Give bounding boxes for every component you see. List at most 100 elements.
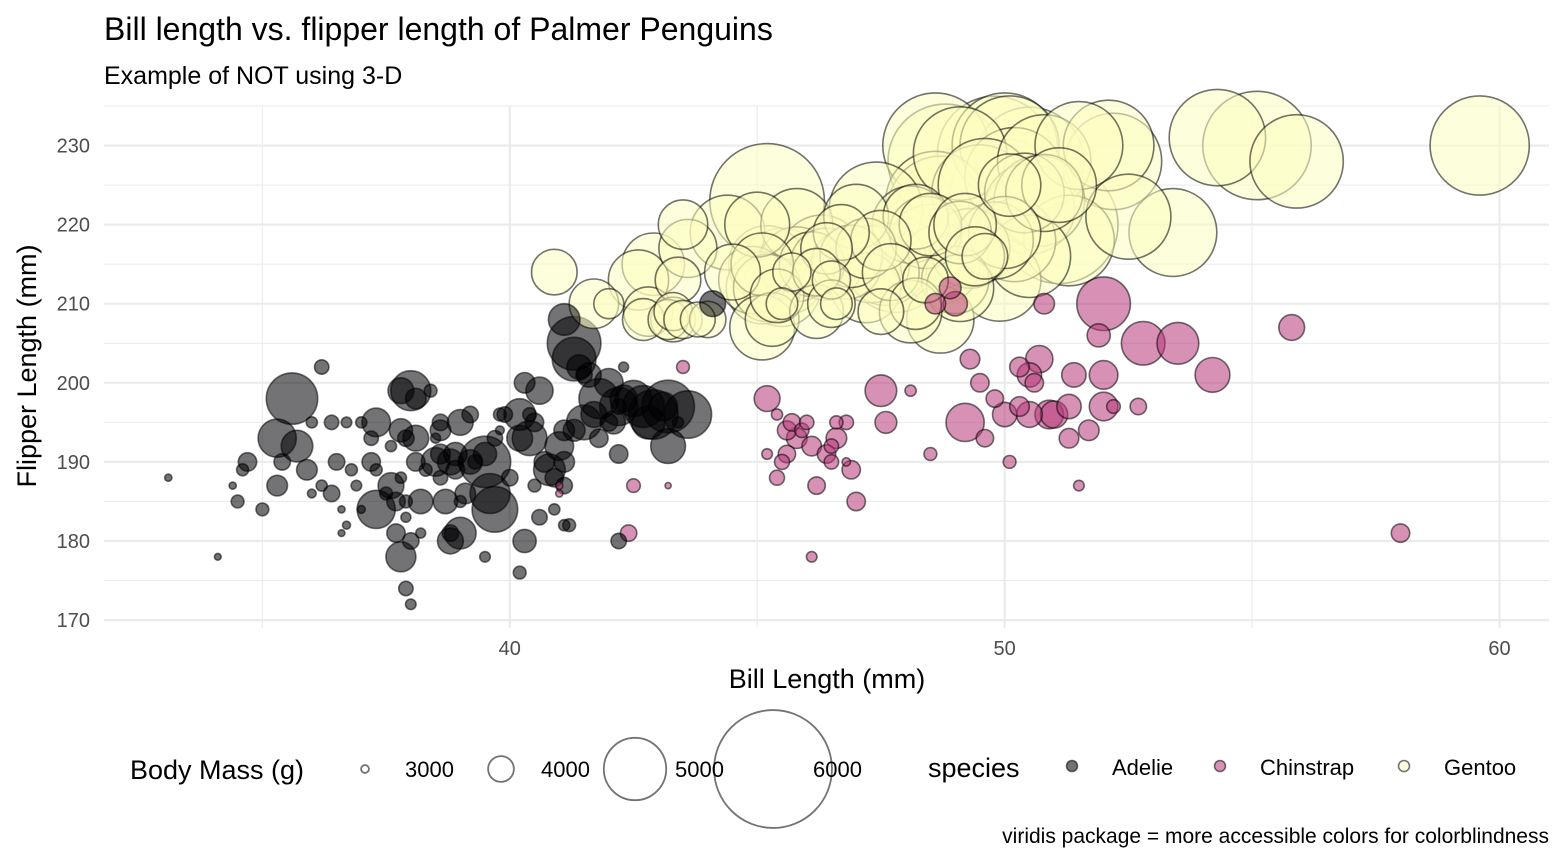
point-adelie	[574, 365, 593, 384]
species-legend-label: Adelie	[1112, 755, 1173, 780]
point-adelie	[432, 469, 449, 486]
x-axis-title: Bill Length (mm)	[729, 664, 926, 694]
point-adelie	[344, 462, 359, 477]
point-adelie	[547, 502, 561, 516]
point-chinstrap	[625, 478, 642, 494]
point-gentoo	[819, 287, 854, 321]
point-adelie	[431, 413, 450, 432]
point-chinstrap	[823, 453, 840, 470]
point-chinstrap	[1129, 397, 1148, 416]
point-adelie	[530, 508, 548, 526]
point-adelie	[513, 371, 536, 394]
species-legend-title: species	[928, 753, 1020, 783]
point-adelie	[478, 550, 492, 563]
point-adelie	[273, 452, 292, 471]
point-adelie	[315, 479, 329, 492]
point-chinstrap	[959, 348, 981, 370]
point-chinstrap	[1077, 419, 1100, 442]
point-adelie	[230, 494, 245, 509]
point-adelie	[445, 459, 466, 480]
species-legend: species Adelie Chinstrap Gentoo	[928, 753, 1516, 783]
point-chinstrap	[829, 414, 844, 430]
size-legend-label: 6000	[813, 757, 862, 782]
point-chinstrap	[904, 384, 917, 398]
point-adelie	[418, 462, 433, 477]
point-adelie	[384, 439, 398, 453]
point-chinstrap	[1060, 361, 1087, 388]
point-gentoo	[961, 232, 1009, 280]
species-legend-key	[1065, 759, 1079, 773]
point-adelie	[453, 494, 468, 509]
point-adelie	[337, 528, 346, 538]
point-chinstrap	[1072, 479, 1085, 492]
y-tick-label: 210	[57, 294, 90, 316]
point-adelie	[354, 415, 368, 429]
point-adelie	[404, 387, 427, 410]
size-legend-label: 3000	[405, 757, 454, 782]
size-legend: Body Mass (g) 3000 4000 5000 6000	[130, 709, 862, 829]
point-adelie	[512, 528, 538, 554]
point-adelie	[423, 383, 438, 398]
point-chinstrap	[554, 489, 564, 498]
point-chinstrap	[945, 402, 986, 443]
point-chinstrap	[846, 491, 867, 512]
point-adelie	[313, 358, 330, 375]
x-tick-label: 40	[499, 638, 521, 660]
point-chinstrap	[1105, 398, 1122, 415]
x-tick-label: 50	[994, 638, 1016, 660]
point-adelie	[588, 428, 609, 449]
point-adelie	[494, 425, 506, 436]
species-legend-key	[1213, 759, 1227, 773]
point-chinstrap	[985, 389, 1005, 409]
point-chinstrap	[864, 374, 898, 408]
point-adelie	[398, 494, 414, 509]
point-chinstrap	[938, 276, 962, 300]
point-adelie	[235, 462, 250, 477]
point-chinstrap	[1156, 321, 1200, 365]
point-chinstrap	[1024, 372, 1045, 393]
point-chinstrap	[874, 410, 898, 435]
size-legend-key	[713, 709, 833, 829]
y-tick-label: 230	[57, 136, 90, 158]
point-adelie	[698, 290, 727, 318]
point-gentoo	[857, 288, 905, 336]
point-chinstrap	[753, 384, 781, 413]
x-tick-label: 60	[1488, 638, 1510, 660]
point-chinstrap	[823, 438, 840, 455]
x-axis-ticks: 40 50 60	[499, 638, 1511, 660]
point-chinstrap	[554, 481, 564, 490]
point-adelie	[401, 531, 420, 550]
point-adelie	[553, 419, 576, 442]
point-adelie	[341, 520, 352, 531]
point-chinstrap	[798, 414, 815, 431]
point-chinstrap	[1075, 276, 1132, 332]
point-adelie	[356, 504, 367, 515]
y-tick-label: 190	[57, 452, 90, 474]
point-adelie	[553, 450, 576, 474]
point-adelie	[617, 361, 630, 373]
point-adelie	[441, 524, 460, 543]
point-chinstrap	[1390, 523, 1411, 544]
point-chinstrap	[1277, 313, 1306, 342]
point-gentoo	[1429, 95, 1531, 196]
point-gentoo	[765, 287, 799, 321]
point-chinstrap	[1086, 322, 1112, 348]
point-adelie	[521, 406, 538, 423]
point-adelie	[397, 580, 414, 597]
point-adelie	[255, 502, 270, 517]
point-adelie	[429, 432, 442, 445]
point-adelie	[213, 552, 223, 561]
point-chinstrap	[975, 428, 995, 448]
y-axis-title: Flipper Length (mm)	[12, 244, 42, 487]
point-adelie	[322, 484, 341, 503]
species-legend-label: Gentoo	[1444, 755, 1516, 780]
point-adelie	[547, 302, 581, 337]
point-chinstrap	[1002, 454, 1017, 470]
point-adelie	[369, 462, 384, 477]
size-legend-key	[487, 755, 515, 783]
point-adelie	[396, 429, 415, 448]
point-adelie	[461, 405, 480, 424]
point-adelie	[557, 518, 571, 532]
point-chinstrap	[807, 476, 827, 496]
point-adelie	[280, 429, 314, 463]
